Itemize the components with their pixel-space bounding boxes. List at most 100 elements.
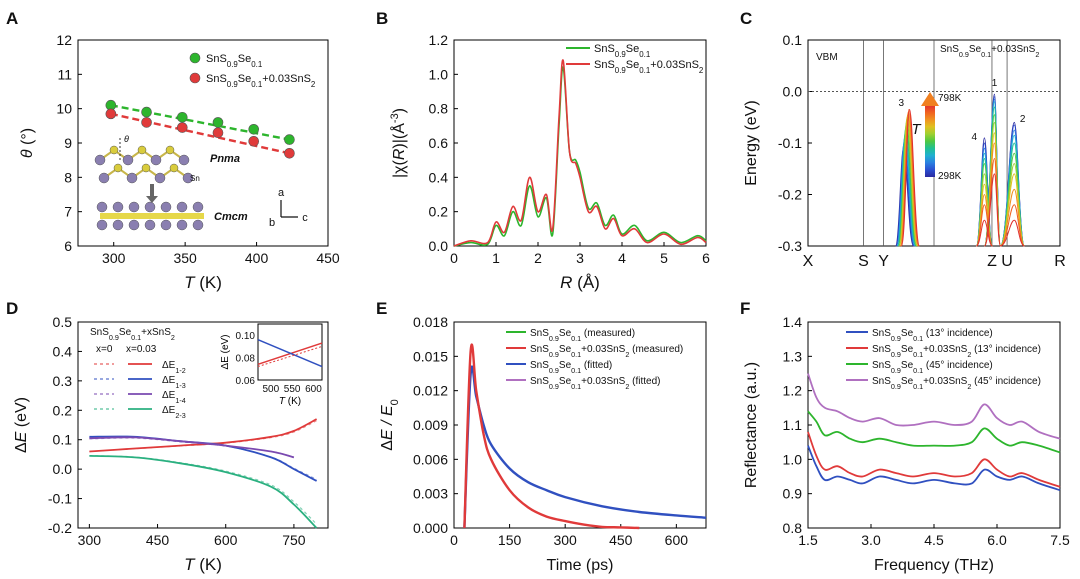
y-tick-label: 12	[56, 32, 72, 48]
legend-x0: x=0	[96, 344, 113, 355]
x-tick-label: 0	[450, 532, 458, 548]
x-tick-label: 450	[146, 532, 170, 548]
data-point	[176, 122, 188, 133]
x-axis-label: T (K)	[184, 555, 222, 574]
y-tick-label: 0.018	[413, 314, 448, 330]
data-point	[212, 117, 224, 128]
kpoint-label: R	[1054, 253, 1066, 270]
panel-letter-f: F	[740, 299, 750, 318]
y-tick-label: 0.9	[783, 486, 803, 502]
y-axis-label: Reflectance (a.u.)	[743, 362, 760, 488]
atom	[192, 219, 204, 231]
inset-x-tick-label: 550	[284, 384, 301, 395]
y-tick-label: 0.2	[429, 204, 449, 220]
inset-x-tick-label: 500	[262, 384, 279, 395]
y-tick-label: 1.1	[783, 417, 803, 433]
legend-label: SnS0.9Se0.1+0.03SnS2 (measured)	[530, 344, 683, 359]
series-line	[453, 66, 707, 247]
panel-letter-b: B	[376, 9, 388, 28]
crystal-structure-pnma: θ Sn Pnma	[94, 134, 240, 203]
x-tick-label: 3	[576, 250, 584, 266]
y-tick-label: 9	[64, 135, 72, 151]
tmin-label: 298K	[938, 171, 962, 182]
x-tick-label: 5	[660, 250, 668, 266]
x-tick-label: 750	[282, 532, 306, 548]
atom	[141, 163, 151, 173]
series-line	[463, 365, 707, 529]
y-tick-label: 0.0	[783, 84, 803, 100]
sn-label: Sn	[190, 174, 200, 183]
kpoint-label: Y	[878, 253, 889, 270]
legend-label: SnS0.9Se0.1 (fitted)	[530, 360, 612, 375]
y-tick-label: 1.2	[783, 383, 803, 399]
series-line	[463, 343, 640, 530]
x-tick-label: 0	[450, 250, 458, 266]
y-tick-label: 0.4	[429, 169, 449, 185]
legend-marker	[189, 72, 201, 84]
band-label-1: 1	[992, 78, 998, 89]
y-axis-label: |χ(R)|(Å-3)	[389, 108, 408, 178]
x-tick-label: 450	[316, 250, 340, 266]
band-3	[901, 109, 921, 247]
x-tick-label: 300	[78, 532, 102, 548]
y-tick-label: 11	[57, 66, 72, 82]
band-label-3: 3	[898, 98, 904, 109]
series-line-x0	[89, 420, 317, 453]
inset-x-tick-label: 600	[305, 384, 322, 395]
cmcm-label: Cmcm	[214, 211, 248, 223]
y-tick-label: 0.009	[413, 417, 448, 433]
y-tick-label: -0.1	[48, 491, 72, 507]
band-2	[999, 188, 1025, 247]
panel-letter-d: D	[6, 299, 18, 318]
y-tick-label: 0.8	[783, 520, 803, 536]
band-1	[983, 173, 1001, 247]
x-tick-label: 4.5	[924, 532, 944, 548]
data-point	[284, 148, 295, 159]
legend-marker	[189, 52, 201, 64]
data-point	[141, 106, 152, 118]
inset-frame	[257, 323, 323, 381]
legend-label: ΔE1-2	[162, 360, 186, 375]
y-tick-label: 10	[56, 101, 72, 117]
data-point	[105, 108, 117, 120]
atom	[96, 201, 108, 213]
panel-c: 0.1 0.0 -0.1 -0.2 -0.3 Energy (eV) X S Y Z U R VBM Sn…	[743, 32, 1066, 270]
x-tick-label: 600	[665, 532, 689, 548]
axis-c-label: c	[302, 212, 308, 224]
x-tick-label: 1	[492, 250, 500, 266]
data-point	[284, 134, 295, 145]
legend-label: ΔE1-3	[162, 375, 186, 390]
band-2	[1000, 204, 1025, 247]
legend-label: SnS0.9Se0.1+0.03SnS2	[206, 73, 315, 89]
x-tick-label: 450	[609, 532, 633, 548]
atom	[96, 219, 108, 231]
panel-letter-c: C	[740, 9, 752, 28]
series-line	[807, 445, 1061, 492]
legend-label: SnS0.9Se0.1+0.03SnS2	[594, 59, 703, 75]
panel-b: 0 1 2 3 4 5 6 0.0 0.2 0.4 0.6 0.8 1.0 1.2 R (Å) |χ(R)|(…	[389, 32, 710, 292]
panel-letter-a: A	[6, 9, 18, 28]
atom	[160, 219, 172, 231]
layer	[100, 213, 204, 219]
series-line	[807, 410, 1061, 454]
legend-label: SnS0.9Se0.1 (45° incidence)	[872, 360, 993, 375]
band-2	[1000, 219, 1025, 247]
transition-arrow-icon	[146, 184, 158, 203]
y-tick-label: 0.6	[429, 135, 449, 151]
trend-line	[110, 112, 290, 155]
x-tick-label: 6.0	[987, 532, 1007, 548]
atom	[128, 201, 140, 213]
y-tick-label: 0.000	[413, 520, 448, 536]
inset-y-label: ΔE (eV)	[220, 334, 231, 369]
x-axis-label: Frequency (THz)	[874, 557, 994, 574]
y-tick-label: 0.0	[429, 238, 449, 254]
y-tick-label: 0.0	[53, 461, 73, 477]
pnma-label: Pnma	[210, 153, 240, 165]
series-line	[807, 373, 1061, 440]
atom	[144, 201, 156, 213]
inset: 500 550 600 0.06 0.08 0.10 T (K) ΔE (eV)	[220, 323, 323, 407]
y-tick-label: -0.1	[778, 135, 802, 151]
band-label-2: 2	[1020, 114, 1026, 125]
legend-label: SnS0.9Se0.1 (measured)	[530, 328, 635, 343]
x-tick-label: 400	[245, 250, 269, 266]
